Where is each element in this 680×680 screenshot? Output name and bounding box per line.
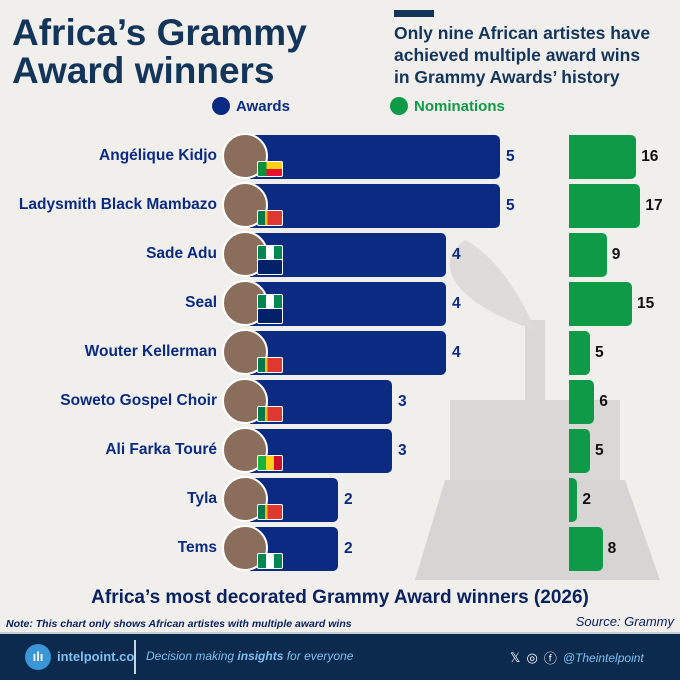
subtitle-accent: [394, 10, 434, 17]
south-africa-flag-icon: [257, 210, 283, 226]
awards-value-label: 3: [398, 442, 407, 459]
category-label: Wouter Kellerman: [84, 343, 217, 360]
nominations-bar: [569, 331, 590, 375]
chart-row: Ali Farka Touré 3 5: [0, 427, 680, 473]
uk-flag-icon: [257, 308, 283, 324]
awards-bar: [250, 135, 500, 179]
south-africa-flag-icon: [257, 406, 283, 422]
brand-link[interactable]: intelpoint.co: [57, 649, 135, 664]
nigeria-flag-icon: [257, 553, 283, 569]
legend-nominations-label: Nominations: [414, 97, 505, 115]
artist-avatar: [222, 329, 268, 375]
nominations-bar: [569, 478, 578, 522]
nominations-value-label: 6: [599, 393, 608, 410]
category-label: Tyla: [187, 490, 217, 507]
category-label: Ali Farka Touré: [105, 441, 217, 458]
footer: ılı intelpoint.co Decision making insigh…: [0, 632, 680, 680]
intelpoint-logo-icon: ılı: [25, 644, 51, 670]
awards-value-label: 4: [452, 246, 461, 263]
category-label: Soweto Gospel Choir: [60, 392, 217, 409]
nominations-bar: [569, 380, 595, 424]
mali-flag-icon: [257, 455, 283, 471]
subtitle: Only nine African artistes have achieved …: [394, 23, 651, 87]
page-title: Africa’s Grammy Award winners: [12, 12, 307, 91]
category-label: Sade Adu: [146, 245, 217, 262]
social-handle[interactable]: @Theintelpoint: [562, 650, 644, 665]
nominations-bar: [569, 135, 637, 179]
nominations-value-label: 5: [595, 442, 604, 459]
legend-awards-label: Awards: [236, 97, 290, 115]
chart-row: Tyla 2 2: [0, 476, 680, 522]
nominations-bar: [569, 527, 603, 571]
chart-row: Tems 2 8: [0, 525, 680, 571]
chart-row: Sade Adu 4 9: [0, 231, 680, 277]
awards-bar: [250, 184, 500, 228]
uk-flag-icon: [257, 259, 283, 275]
chart-source: Source: Grammy: [575, 614, 674, 629]
legend-awards-swatch: [212, 97, 230, 115]
nominations-value-label: 2: [582, 491, 592, 508]
nominations-value-label: 8: [607, 540, 617, 557]
legend-nominations: Nominations: [390, 97, 505, 115]
x-icon[interactable]: 𝕏: [510, 649, 521, 665]
facebook-icon[interactable]: ⓕ: [543, 651, 557, 666]
benin-flag-icon: [257, 161, 283, 177]
gramophone-watermark: [415, 240, 660, 580]
awards-value-label: 4: [452, 295, 461, 312]
awards-value-label: 2: [344, 540, 353, 557]
tagline: Decision making insights for everyone: [146, 649, 354, 663]
nominations-value-label: 15: [637, 295, 655, 312]
category-label: Angélique Kidjo: [99, 147, 217, 164]
nominations-value-label: 17: [645, 197, 663, 214]
chart-note: Note: This chart only shows African arti…: [6, 618, 352, 630]
south-africa-flag-icon: [257, 504, 283, 520]
category-label: Tems: [177, 539, 217, 556]
legend-nominations-swatch: [390, 97, 408, 115]
awards-value-label: 3: [398, 393, 407, 410]
nominations-bar: [569, 282, 632, 326]
social-links: 𝕏 ◎ ⓕ @Theintelpoint: [510, 648, 644, 667]
south-africa-flag-icon: [257, 357, 283, 373]
nominations-value-label: 16: [641, 148, 659, 165]
awards-value-label: 4: [452, 344, 461, 361]
nominations-value-label: 9: [611, 246, 621, 263]
category-label: Ladysmith Black Mambazo: [18, 196, 217, 213]
awards-value-label: 2: [344, 491, 353, 508]
legend-awards: Awards: [212, 97, 290, 115]
awards-value-label: 5: [506, 197, 515, 214]
chart-row: Soweto Gospel Choir 3 6: [0, 378, 680, 424]
footer-divider: [134, 640, 136, 674]
chart-row: Ladysmith Black Mambazo 5 17: [0, 182, 680, 228]
chart-title: Africa’s most decorated Grammy Award win…: [91, 587, 589, 608]
nominations-bar: [569, 429, 590, 473]
chart-row: Wouter Kellerman 4 5: [0, 329, 680, 375]
category-label: Seal: [185, 294, 217, 311]
nominations-bar: [569, 184, 641, 228]
nominations-bar: [569, 233, 607, 277]
instagram-icon[interactable]: ◎: [526, 649, 538, 665]
chart-row: Seal 4 15: [0, 280, 680, 326]
chart-row: Angélique Kidjo 5 16: [0, 133, 680, 179]
nominations-value-label: 5: [595, 344, 604, 361]
awards-value-label: 5: [506, 148, 515, 165]
